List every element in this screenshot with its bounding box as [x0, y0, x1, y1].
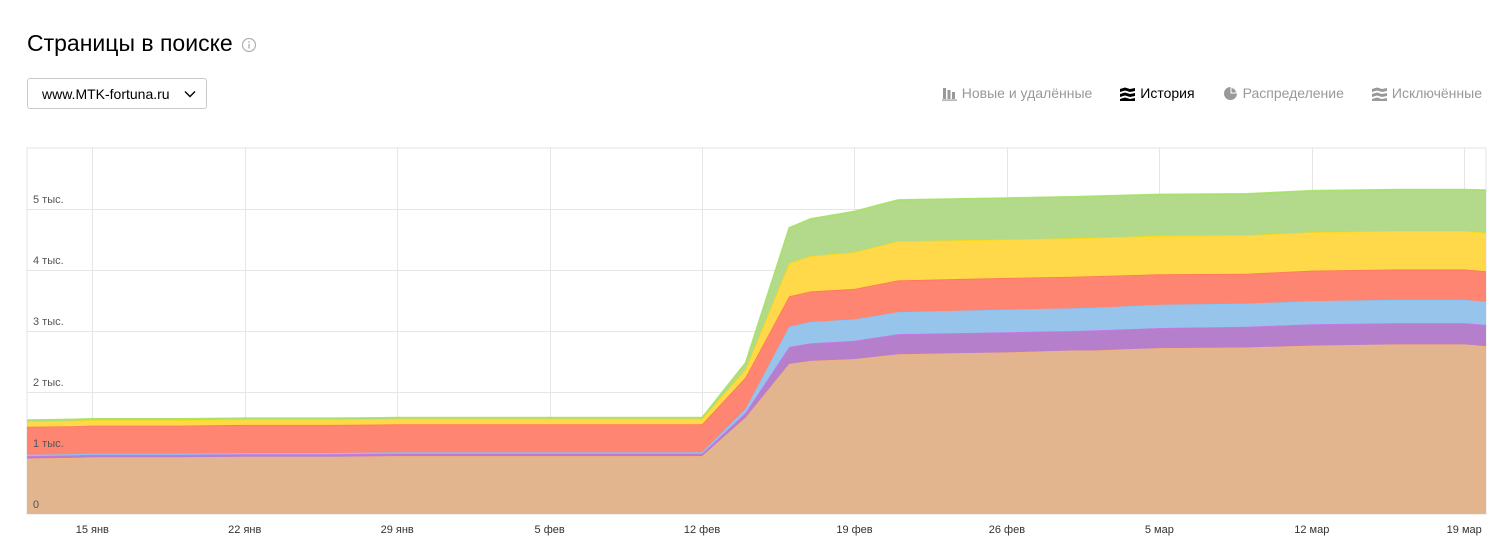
- chart-view-tabs: Новые и удалённые История Распределение …: [941, 85, 1482, 101]
- pie-chart-icon: [1223, 86, 1237, 100]
- series-area-3: [27, 299, 1486, 457]
- y-tick-label: 0: [33, 499, 39, 511]
- tab-label: Исключённые: [1391, 85, 1482, 101]
- series-area-1: [27, 344, 1486, 514]
- info-icon[interactable]: [241, 37, 257, 53]
- x-tick-label: 5 фев: [535, 524, 565, 536]
- tab-new-and-deleted[interactable]: Новые и удалённые: [941, 85, 1093, 101]
- tab-distribution[interactable]: Распределение: [1223, 85, 1344, 101]
- x-tick-label: 22 янв: [228, 524, 261, 536]
- chevron-down-icon: [184, 90, 196, 97]
- x-tick-label: 5 мар: [1145, 524, 1174, 536]
- x-tick-label: 12 мар: [1294, 524, 1329, 536]
- x-tick-label: 15 янв: [76, 524, 109, 536]
- y-tick-label: 3 тыс.: [33, 316, 64, 328]
- tab-label: История: [1140, 85, 1195, 101]
- site-select-value: www.MTK-fortuna.ru: [42, 85, 170, 102]
- site-select[interactable]: www.MTK-fortuna.ru: [27, 78, 207, 109]
- page-title-text: Страницы в поиске: [27, 30, 233, 56]
- tab-excluded[interactable]: Исключённые: [1371, 85, 1482, 101]
- series-area-5: [27, 231, 1486, 427]
- tab-label: Распределение: [1242, 85, 1344, 101]
- x-tick-label: 29 янв: [381, 524, 414, 536]
- series-area-6: [27, 189, 1486, 422]
- x-tick-label: 26 фев: [989, 524, 1025, 536]
- y-tick-label: 2 тыс.: [33, 377, 64, 389]
- bar-chart-icon: [941, 87, 957, 101]
- stacked-area-icon: [1120, 87, 1136, 101]
- series-area-4: [27, 269, 1486, 455]
- series-area-2: [27, 323, 1486, 459]
- y-tick-label: 1 тыс.: [33, 438, 64, 450]
- page-title: Страницы в поиске: [27, 30, 257, 57]
- stacked-area-icon: [1371, 87, 1387, 101]
- x-tick-label: 19 мар: [1447, 524, 1482, 536]
- tab-label: Новые и удалённые: [961, 85, 1093, 101]
- x-tick-label: 19 фев: [836, 524, 872, 536]
- series-line-6: [26, 188, 1487, 421]
- x-tick-label: 12 фев: [684, 524, 720, 536]
- tab-history[interactable]: История: [1120, 85, 1195, 101]
- y-tick-label: 5 тыс.: [33, 194, 64, 206]
- y-tick-label: 4 тыс.: [33, 255, 64, 267]
